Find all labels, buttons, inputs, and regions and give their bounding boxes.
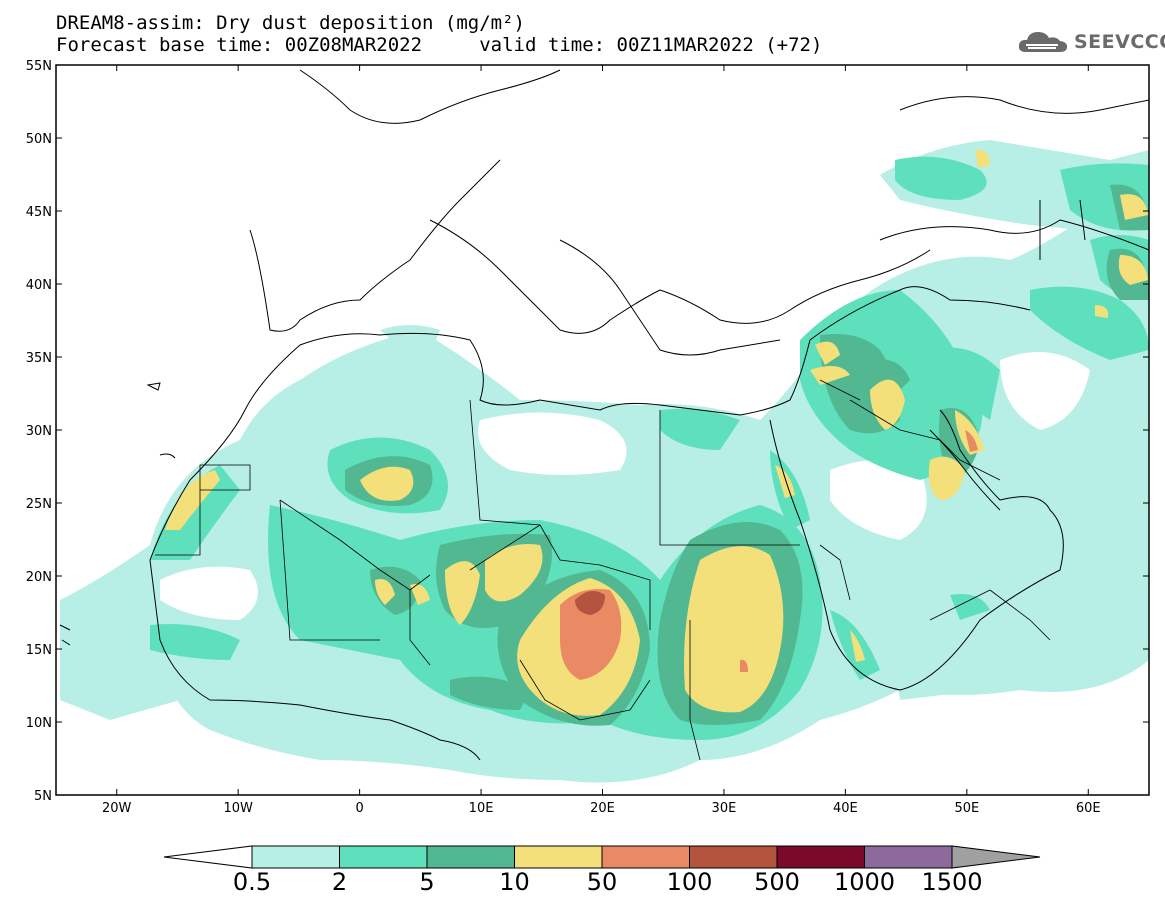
lat-label-50n: 50N — [26, 132, 52, 147]
colorbar-swatch-4 — [601, 845, 690, 869]
colorbar-swatch-2 — [426, 845, 515, 869]
map-title: DREAM8-assim: Dry dust deposition (mg/m²… — [56, 12, 525, 34]
colorbar-label: 0.5 — [232, 868, 272, 896]
colorbar-over-triangle — [951, 845, 1041, 869]
latitude-axis: 55N 50N 45N 40N 35N 30N 25N 20N 15N 10N 5N — [26, 59, 1149, 804]
lon-label-20w: 20W — [102, 801, 132, 816]
lon-label-60e: 60E — [1076, 801, 1101, 816]
colorbar-label: 50 — [586, 868, 618, 896]
lon-label-10e: 10E — [469, 801, 494, 816]
colorbar-swatch-7 — [864, 845, 953, 869]
lon-label-30e: 30E — [712, 801, 737, 816]
colorbar-label: 5 — [419, 868, 435, 896]
colorbar-swatch-0 — [251, 845, 340, 869]
lat-label-30n: 30N — [26, 424, 52, 439]
lat-label-45n: 45N — [26, 205, 52, 220]
dust-field — [60, 140, 1149, 783]
dust-level-50 — [560, 430, 978, 680]
coastlines — [149, 69, 1149, 761]
colorbar-under-triangle — [163, 845, 253, 869]
lat-label-15n: 15N — [26, 643, 52, 658]
lat-label-20n: 20N — [26, 570, 52, 585]
lat-label-5n: 5N — [34, 789, 52, 804]
forecast-time-subtitle: Forecast base time: 00Z08MAR2022 valid t… — [56, 34, 823, 56]
lat-label-25n: 25N — [26, 497, 52, 512]
cloud-icon — [1018, 32, 1068, 52]
colorbar-swatch-1 — [339, 845, 428, 869]
colorbar-swatch-3 — [514, 845, 603, 869]
logo-text: SEEVCCC — [1074, 31, 1165, 53]
longitude-axis: 20W 10W 0 10E 20E 30E 40E 50E 60E — [102, 65, 1101, 816]
lat-label-10n: 10N — [26, 716, 52, 731]
colorbar-label: 1500 — [921, 868, 983, 896]
colorbar-label: 10 — [499, 868, 530, 896]
lon-label-40e: 40E — [833, 801, 858, 816]
lat-label-55n: 55N — [26, 59, 52, 74]
lon-label-10w: 10W — [223, 801, 253, 816]
lon-label-50e: 50E — [954, 801, 979, 816]
colorbar-label: 1000 — [833, 868, 896, 896]
colorbar — [163, 845, 1041, 869]
country-borders — [155, 379, 1051, 761]
colorbar-label: 500 — [754, 868, 800, 896]
islands — [59, 382, 176, 646]
colorbar-swatch-5 — [689, 845, 778, 869]
lat-label-35n: 35N — [26, 351, 52, 366]
lat-label-40n: 40N — [26, 278, 52, 293]
colorbar-swatch-6 — [776, 845, 865, 869]
dust-level-100 — [575, 591, 605, 615]
colorbar-label: 100 — [666, 868, 713, 896]
colorbar-label: 2 — [331, 868, 348, 896]
lon-label-20e: 20E — [590, 801, 615, 816]
lon-label-0: 0 — [355, 801, 363, 816]
seevccc-logo: SEEVCCC — [1018, 28, 1165, 56]
